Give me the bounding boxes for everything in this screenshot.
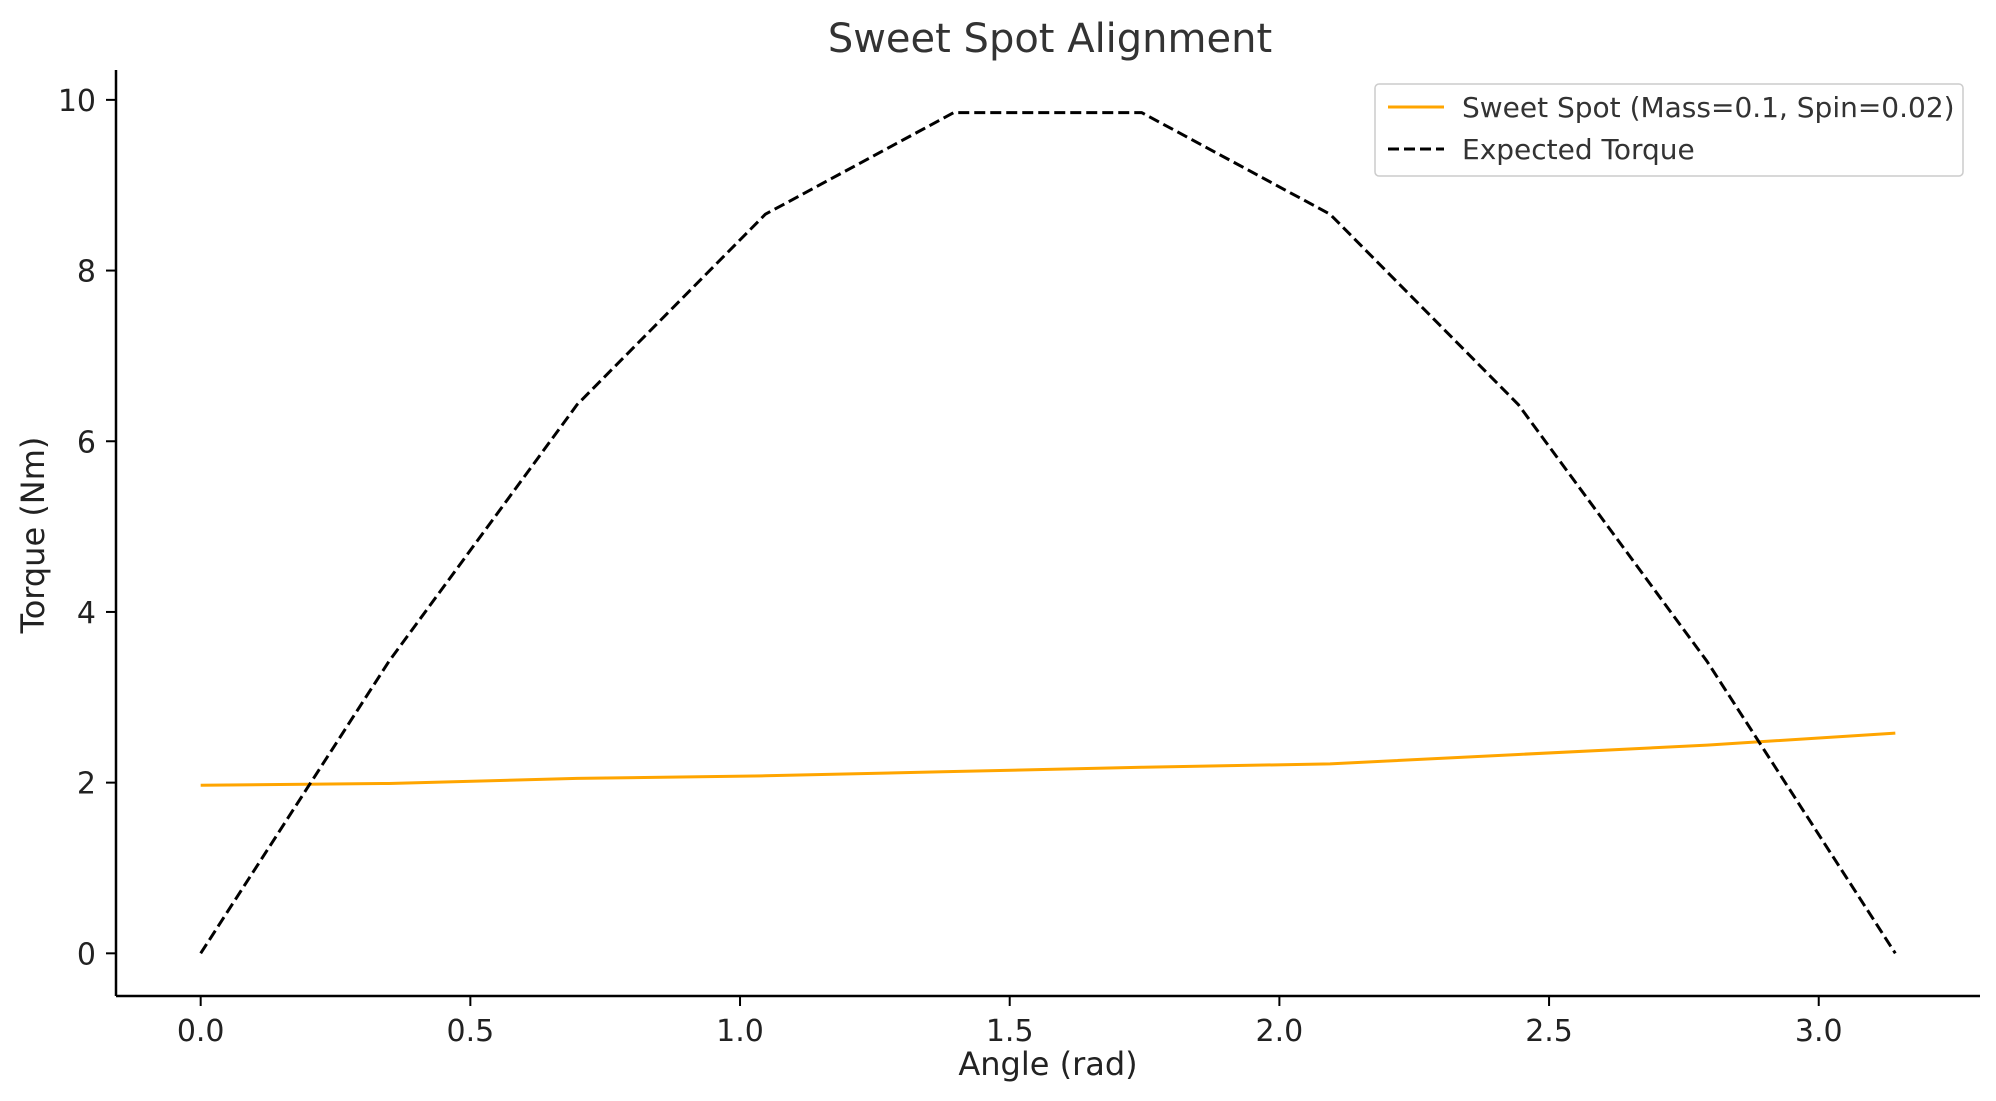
y-tick-label: 10 — [58, 84, 96, 119]
x-tick-label: 3.0 — [1795, 1014, 1843, 1049]
series-lines — [199, 111, 1897, 955]
y-ticks: 0 2 4 6 8 10 — [58, 84, 116, 972]
legend-label-sweet-spot: Sweet Spot (Mass=0.1, Spin=0.02) — [1462, 91, 1955, 124]
y-axis-label: Torque (Nm) — [14, 437, 52, 635]
y-tick-label: 2 — [77, 767, 96, 802]
x-axis-label: Angle (rad) — [958, 1045, 1137, 1083]
chart-title: Sweet Spot Alignment — [828, 16, 1272, 62]
x-tick-label: 1.5 — [986, 1014, 1034, 1049]
x-tick-label: 2.5 — [1525, 1014, 1573, 1049]
x-tick-label: 2.0 — [1256, 1014, 1304, 1049]
x-ticks: 0.0 0.5 1.0 1.5 2.0 2.5 3.0 — [177, 996, 1843, 1049]
y-tick-label: 0 — [77, 937, 96, 972]
axes — [114, 70, 1980, 998]
legend: Sweet Spot (Mass=0.1, Spin=0.02) Expecte… — [1374, 83, 1964, 177]
y-tick-label: 4 — [77, 596, 96, 631]
x-tick-label: 1.0 — [716, 1014, 764, 1049]
x-tick-label: 0.5 — [446, 1014, 494, 1049]
legend-label-expected-torque: Expected Torque — [1462, 133, 1695, 166]
series-line-expected-torque — [199, 111, 1897, 955]
series-line-sweet-spot — [200, 731, 1896, 787]
x-tick-label: 0.0 — [177, 1014, 225, 1049]
y-tick-label: 8 — [77, 255, 96, 290]
legend-box — [1374, 83, 1964, 177]
y-tick-label: 6 — [77, 425, 96, 460]
